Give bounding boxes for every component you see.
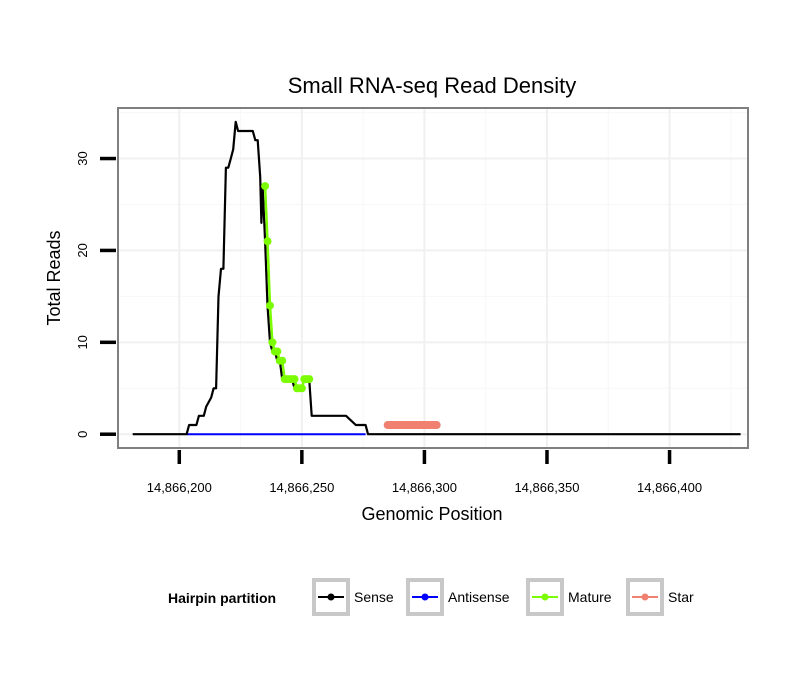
series-mature-point: [265, 301, 274, 310]
y-tick-label: 10: [75, 335, 90, 349]
legend-key-sense-point: [327, 593, 335, 601]
legend-key-mature-point: [541, 593, 549, 601]
series-mature-point: [290, 375, 299, 384]
series-mature-point: [278, 356, 287, 365]
x-tick-label: 14,866,400: [637, 480, 702, 495]
x-axis: 14,866,200 14,866,250 14,866,300 14,866,350…: [147, 450, 702, 495]
x-tick-label: 14,866,300: [392, 480, 457, 495]
y-tick-label: 30: [75, 151, 90, 165]
series-mature-point: [261, 182, 270, 191]
plot-border: [117, 107, 749, 449]
x-tick-label: 14,866,200: [147, 480, 212, 495]
series-mature-point: [305, 375, 314, 384]
y-axis: 0 10 20 30: [75, 151, 116, 438]
y-tick-label: 20: [75, 243, 90, 257]
legend-key-star-point: [641, 593, 649, 601]
series-mature-point: [268, 338, 277, 347]
chart-title: Small RNA-seq Read Density: [288, 73, 577, 98]
x-tick-label: 14,866,250: [269, 480, 334, 495]
y-axis-title: Total Reads: [44, 230, 64, 325]
legend-key-antisense-point: [421, 593, 429, 601]
plot-area: [117, 107, 749, 449]
series-layer: [132, 120, 741, 436]
legend: Hairpin partition Sense Antisense Mature St…: [168, 578, 694, 616]
legend-label-star: Star: [668, 589, 694, 605]
legend-label-sense: Sense: [354, 589, 394, 605]
series-mature-point: [297, 384, 306, 393]
legend-label-antisense: Antisense: [448, 589, 510, 605]
series-mature-point: [273, 347, 282, 356]
x-axis-title: Genomic Position: [361, 504, 502, 524]
legend-title: Hairpin partition: [168, 590, 276, 606]
x-tick-label: 14,866,350: [514, 480, 579, 495]
y-tick-label: 0: [75, 431, 90, 438]
series-mature-point: [263, 237, 272, 246]
plot-background: [118, 108, 748, 448]
legend-label-mature: Mature: [568, 589, 612, 605]
